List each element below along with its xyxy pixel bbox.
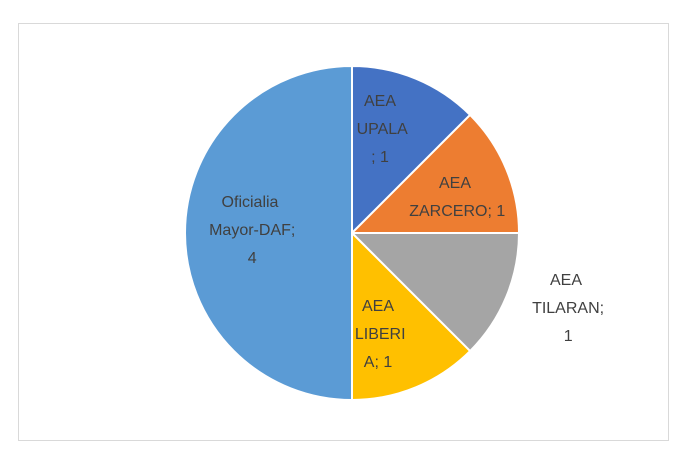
data-label: AEA ZARCERO; 1 <box>405 175 506 220</box>
pie-slice <box>351 230 472 402</box>
data-label: Oficialia Mayor-DAF; 4 <box>205 194 296 267</box>
pie-slice <box>349 232 521 353</box>
data-label: AEA UPALA; 1 <box>352 93 408 166</box>
data-label: AEA LIBERI A; 1 <box>350 298 405 371</box>
pie-slice <box>351 64 472 236</box>
pie-slice <box>349 113 521 234</box>
pie-slice <box>184 64 353 402</box>
data-label: AEA TILARAN; 1 <box>528 272 604 345</box>
